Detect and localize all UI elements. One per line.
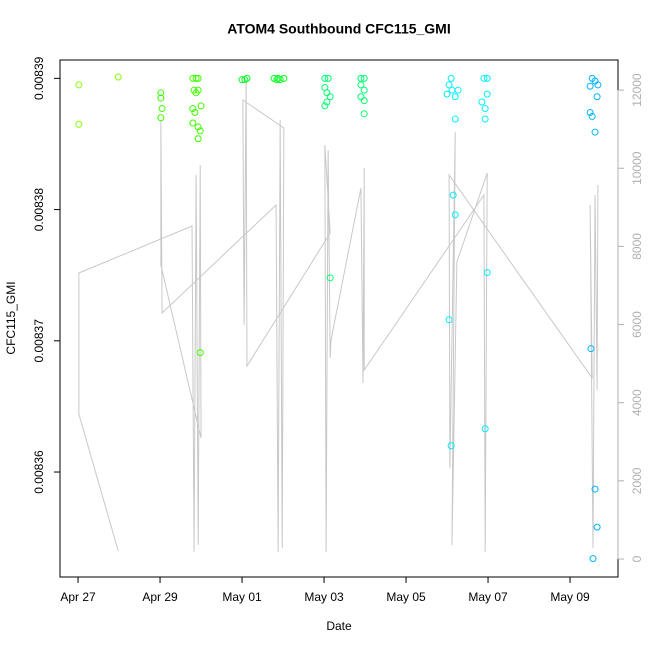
point <box>157 89 165 97</box>
point <box>189 105 197 113</box>
point <box>323 98 331 106</box>
plot-frame <box>59 59 619 578</box>
point <box>357 93 365 101</box>
point <box>321 74 329 82</box>
point <box>451 93 459 101</box>
point <box>360 110 368 118</box>
point <box>587 345 595 353</box>
point <box>586 108 594 116</box>
point <box>593 93 601 101</box>
point <box>443 90 451 98</box>
y2-tick-label: 4000 <box>630 389 644 416</box>
x-tick-label: May 03 <box>304 590 344 604</box>
point <box>360 74 368 82</box>
y-tick-label: 0.00837 <box>32 319 46 363</box>
point <box>357 81 365 89</box>
point <box>454 86 462 94</box>
y2-tick-label: 12000 <box>630 73 644 107</box>
point <box>593 523 601 531</box>
point <box>189 119 197 127</box>
x-axis-label: Date <box>326 619 352 633</box>
point <box>114 73 122 81</box>
point <box>591 128 599 136</box>
point <box>238 76 246 84</box>
y2-tick-label: 10000 <box>630 151 644 185</box>
point <box>483 74 491 82</box>
y-axis-label: CFC115_GMI <box>4 281 18 354</box>
point <box>591 485 599 493</box>
y2-tick-label: 2000 <box>630 467 644 494</box>
point <box>194 123 202 131</box>
point <box>197 102 205 110</box>
point <box>451 115 459 123</box>
point <box>589 555 597 563</box>
point <box>326 93 334 101</box>
point <box>483 269 491 277</box>
y-tick-label: 0.00836 <box>32 450 46 494</box>
x-tick-label: May 09 <box>550 590 590 604</box>
point <box>481 115 489 123</box>
point <box>586 82 594 90</box>
point <box>194 86 202 94</box>
point <box>445 316 453 324</box>
point <box>273 76 281 84</box>
point <box>324 74 332 82</box>
y2-tick-label: 0 <box>630 555 644 562</box>
point <box>243 74 251 82</box>
point <box>191 108 199 116</box>
x-tick-label: May 05 <box>386 590 426 604</box>
point <box>480 74 488 82</box>
point <box>447 74 455 82</box>
data-line <box>78 80 599 553</box>
x-tick-label: May 07 <box>468 590 508 604</box>
point <box>360 86 368 94</box>
y-tick-label: 0.00838 <box>32 188 46 232</box>
point <box>158 105 166 113</box>
point <box>323 89 331 97</box>
point <box>481 425 489 433</box>
point <box>451 211 459 219</box>
point <box>445 81 453 89</box>
point <box>478 98 486 106</box>
x-tick-label: Apr 27 <box>60 590 96 604</box>
point <box>196 349 204 357</box>
point <box>449 191 457 199</box>
y-tick-label: 0.00839 <box>32 56 46 100</box>
point <box>357 74 365 82</box>
point <box>194 74 202 82</box>
point <box>321 102 329 110</box>
y2-tick-label: 6000 <box>630 311 644 338</box>
x-tick-label: May 01 <box>222 590 262 604</box>
point <box>280 74 288 82</box>
point <box>360 97 368 105</box>
point <box>594 81 602 89</box>
point <box>326 274 334 282</box>
point <box>196 127 204 135</box>
point <box>157 114 165 122</box>
point <box>157 94 165 102</box>
point <box>192 74 200 82</box>
chart-title: ATOM4 Southbound CFC115_GMI <box>227 21 451 37</box>
x-tick-label: Apr 29 <box>142 590 178 604</box>
point <box>194 135 202 143</box>
point <box>75 81 83 89</box>
point <box>276 76 284 84</box>
y2-tick-label: 8000 <box>630 233 644 260</box>
point <box>447 442 455 450</box>
point <box>189 74 197 82</box>
point <box>483 90 491 98</box>
point <box>481 105 489 113</box>
point <box>75 120 83 128</box>
point <box>588 112 596 120</box>
